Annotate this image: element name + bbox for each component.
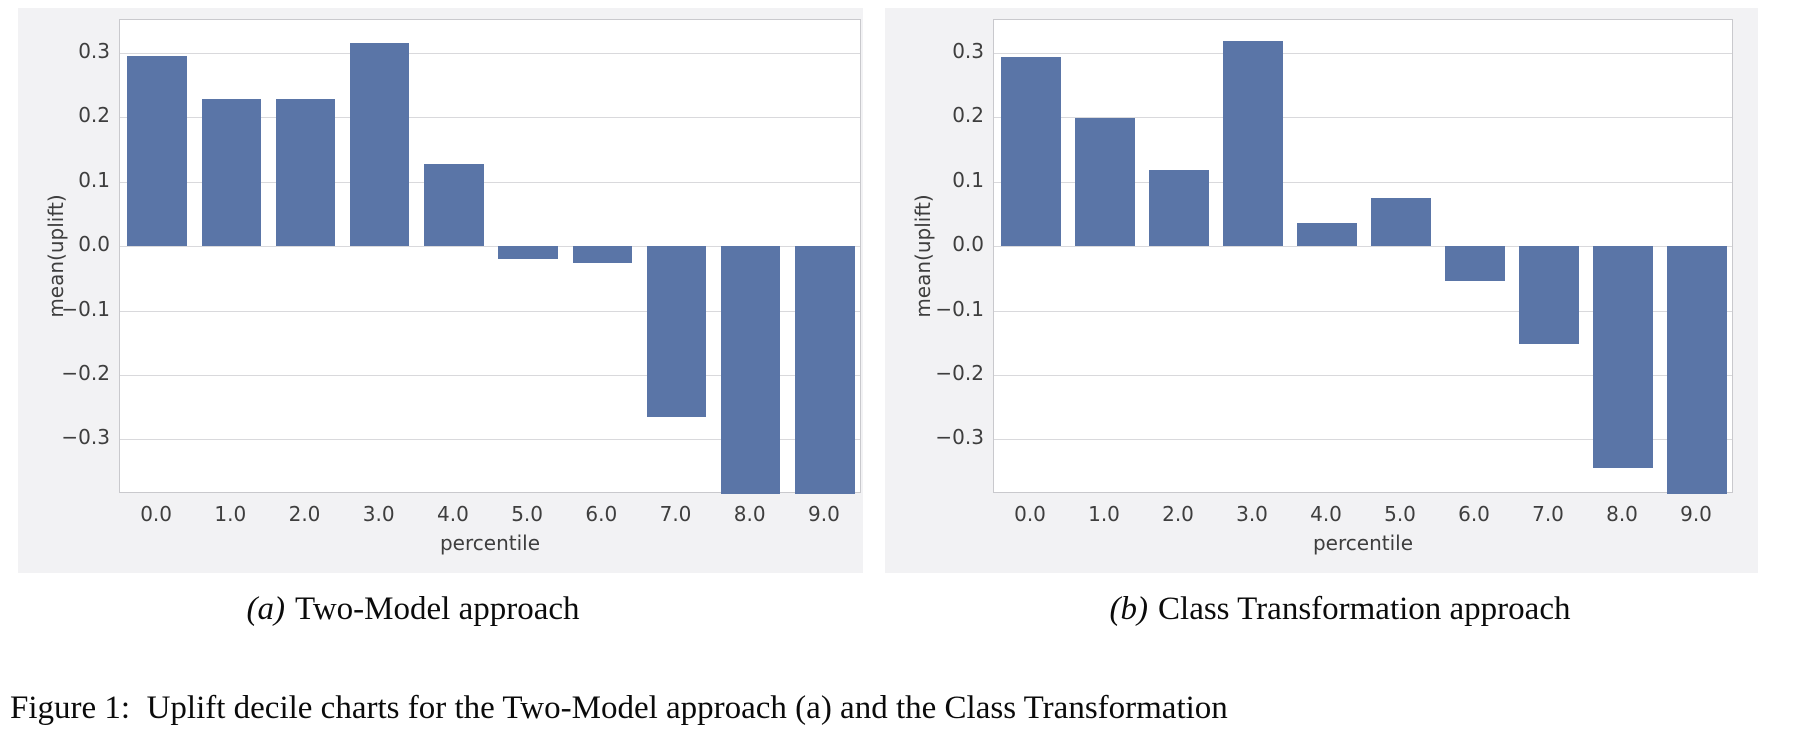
bar-percentile-9.0	[1667, 246, 1727, 494]
y-tick-label: 0.0	[952, 232, 984, 257]
uplift-decile-chart-a: mean(uplift) percentile 0.3 0.2 0.1 0.0 −0.1…	[18, 8, 863, 573]
y-tick-label: 0.2	[78, 103, 110, 128]
bar-percentile-4.0	[1297, 222, 1357, 247]
x-tick-label: 6.0	[1458, 502, 1490, 526]
bar-percentile-5.0	[1371, 197, 1431, 246]
gridline	[994, 52, 1732, 54]
bar-percentile-3.0	[1223, 41, 1283, 247]
x-tick-label: 1.0	[1088, 502, 1120, 526]
x-tick-label: 8.0	[733, 502, 766, 526]
x-tick-label: 6.0	[585, 502, 618, 526]
subcaption-a-label: (a)	[246, 591, 285, 627]
bar-percentile-9.0	[795, 246, 855, 494]
bar-percentile-1.0	[201, 98, 261, 247]
y-tick-label: 0.2	[952, 103, 984, 128]
y-tick-label: −0.2	[61, 360, 110, 385]
y-tick-label: −0.1	[61, 296, 110, 321]
gridline	[994, 439, 1732, 441]
bar-percentile-4.0	[424, 164, 484, 247]
x-tick-label: 4.0	[436, 502, 469, 526]
x-tick-label: 8.0	[1606, 502, 1638, 526]
bar-percentile-7.0	[1519, 246, 1579, 344]
gridline	[120, 310, 860, 312]
y-tick-label: 0.3	[78, 38, 110, 63]
bar-percentile-6.0	[1445, 246, 1505, 281]
y-tick-label: 0.3	[952, 38, 984, 63]
gridline	[120, 439, 860, 441]
x-tick-label: 5.0	[1384, 502, 1416, 526]
gridline	[994, 310, 1732, 312]
x-tick-label: 9.0	[807, 502, 840, 526]
y-tick-label: −0.2	[935, 360, 984, 385]
uplift-decile-chart-b: mean(uplift) percentile 0.3 0.2 0.1 0.0 −0.1…	[885, 8, 1758, 573]
x-tick-label: 3.0	[362, 502, 395, 526]
x-tick-label: 2.0	[1162, 502, 1194, 526]
y-tick-label: −0.1	[935, 296, 984, 321]
x-tick-label: 5.0	[511, 502, 543, 526]
x-tick-label: 2.0	[288, 502, 321, 526]
subcaption-b-text: Class Transformation approach	[1158, 591, 1571, 627]
plot-area	[993, 19, 1733, 494]
gridline	[994, 117, 1732, 119]
x-tick-label: 9.0	[1680, 502, 1712, 526]
bar-percentile-2.0	[1149, 170, 1209, 247]
subcaption-b: (b) Class Transformation approach	[1110, 591, 1571, 628]
gridline	[120, 181, 860, 183]
gridline	[120, 246, 860, 248]
bar-percentile-1.0	[1075, 117, 1135, 247]
subcaption-a: (a) Two-Model approach	[247, 591, 580, 628]
bar-percentile-3.0	[350, 43, 410, 247]
x-tick-label: 7.0	[1532, 502, 1564, 526]
bar-percentile-0.0	[1001, 56, 1061, 246]
figure-caption: Figure 1: Uplift decile charts for the T…	[10, 690, 1228, 726]
gridline	[120, 374, 860, 376]
x-axis-title: percentile	[1312, 531, 1414, 555]
bar-percentile-5.0	[498, 246, 558, 259]
bar-percentile-2.0	[275, 99, 336, 246]
gridline	[120, 117, 860, 119]
x-axis-title: percentile	[439, 531, 541, 555]
x-tick-label: 3.0	[1236, 502, 1268, 526]
bar-percentile-8.0	[1593, 246, 1653, 469]
gridline	[994, 374, 1732, 376]
gridline	[994, 246, 1732, 248]
x-tick-label: 4.0	[1310, 502, 1342, 526]
x-tick-label: 0.0	[140, 502, 172, 526]
y-tick-label: 0.1	[78, 167, 110, 192]
plot-area	[119, 19, 861, 494]
y-tick-label: 0.1	[952, 167, 984, 192]
bar-percentile-0.0	[127, 56, 187, 247]
gridline	[120, 52, 860, 54]
subcaption-b-label: (b)	[1109, 591, 1149, 627]
y-tick-label: −0.3	[61, 425, 110, 450]
bar-percentile-7.0	[646, 246, 707, 418]
y-tick-label: −0.3	[935, 425, 984, 450]
x-tick-label: 7.0	[659, 502, 692, 526]
x-tick-label: 0.0	[1014, 502, 1046, 526]
subcaption-a-text: Two-Model approach	[294, 591, 580, 627]
bar-percentile-6.0	[572, 246, 632, 263]
bar-percentile-8.0	[721, 246, 781, 494]
y-tick-label: 0.0	[78, 232, 110, 257]
gridline	[994, 181, 1732, 183]
x-tick-label: 1.0	[214, 502, 247, 526]
